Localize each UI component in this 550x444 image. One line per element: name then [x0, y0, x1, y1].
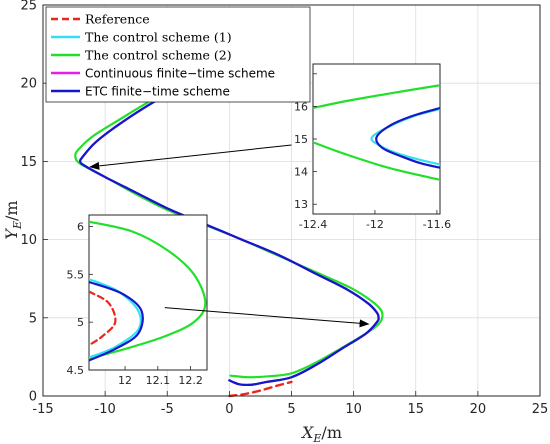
- inset-x-tick-label: 12: [118, 374, 132, 387]
- inset-series-line: [89, 280, 144, 362]
- x-tick-label: 10: [345, 402, 362, 417]
- y-tick-label: 15: [20, 155, 37, 170]
- x-tick-label: 15: [407, 402, 424, 417]
- legend-label: Reference: [85, 12, 150, 27]
- y-tick-label: 5: [29, 311, 37, 326]
- legend-item: The control scheme (1): [51, 30, 232, 45]
- inset-series-line: [313, 141, 440, 181]
- zoom-arrows: [89, 144, 370, 328]
- legend-box: [45, 6, 311, 103]
- x-tick-label: 25: [532, 402, 549, 417]
- inset-x-tick-label: -12: [366, 218, 384, 231]
- x-axis-title: XE/m: [300, 423, 342, 444]
- inset-series-lines: [313, 84, 440, 181]
- legend-label: The control scheme (1): [85, 30, 232, 45]
- inset-y-tick-label: 16: [294, 100, 308, 113]
- y-axis-title: YE/m: [2, 200, 24, 239]
- main-series-lines: [74, 38, 384, 398]
- legend-item: Continuous finite−time scheme: [51, 67, 275, 81]
- inset-y-tick-label: 15: [294, 133, 308, 146]
- inset-y-tick-label: 6: [77, 220, 84, 233]
- inset-series-lines: [89, 220, 207, 362]
- inset-y-tick-label: 5.5: [67, 268, 85, 281]
- inset-frame: [88, 214, 208, 371]
- series-line-4: [79, 39, 380, 387]
- x-tick-label: 0: [225, 402, 233, 417]
- legend-label: ETC finite−time scheme: [85, 85, 230, 99]
- legend: Reference The control scheme (1) The contr…: [45, 6, 311, 103]
- x-tick-label: 20: [470, 402, 487, 417]
- zoom-arrow: [89, 144, 292, 170]
- legend-item: The control scheme (2): [51, 48, 232, 63]
- inset-series-line: [375, 106, 440, 169]
- main-axes-frame: [42, 4, 541, 397]
- inset-2: 12 12.1 12.2 4.5 5 5.5 6: [67, 214, 208, 387]
- x-tick-label: 5: [287, 402, 295, 417]
- y-tick-label: 0: [29, 390, 37, 405]
- inset-series-line: [89, 290, 117, 347]
- inset-x-tick-label: -12.4: [299, 218, 327, 231]
- inset-x-tick-label: -11.6: [423, 218, 451, 231]
- x-tick-label: -5: [161, 402, 174, 417]
- inset-x-tick-label: 12.2: [178, 374, 203, 387]
- series-line-0: [228, 380, 293, 398]
- legend-label: The control scheme (2): [85, 48, 232, 63]
- inset-y-tick-label: 13: [294, 198, 308, 211]
- main-tick-labels: -15 -10 -5 0 5 10 15 20 25 0 5 10 15 20 25: [20, 0, 548, 417]
- inset-series-line: [313, 84, 440, 110]
- y-tick-label: 10: [20, 233, 37, 248]
- zoom-arrow: [164, 307, 370, 328]
- legend-item: ETC finite−time scheme: [51, 85, 230, 99]
- inset-y-tick-label: 14: [294, 166, 308, 179]
- inset-y-tick-label: 5: [77, 316, 84, 329]
- x-tick-label: -10: [95, 402, 116, 417]
- y-tick-label: 25: [20, 0, 37, 14]
- inset-y-tick-label: 4.5: [67, 364, 85, 377]
- zoom-insets: -12.4-12-11.613141516171212.112.24.555.5…: [67, 63, 451, 387]
- legend-label: Continuous finite−time scheme: [85, 67, 275, 81]
- inset-x-tick-label: 12.1: [146, 374, 171, 387]
- legend-item: Reference: [51, 12, 150, 27]
- x-tick-label: -15: [32, 402, 53, 417]
- inset-series-line: [89, 220, 207, 360]
- y-tick-label: 20: [20, 77, 37, 92]
- inset-1: -12.4-12-11.61314151617: [294, 63, 451, 231]
